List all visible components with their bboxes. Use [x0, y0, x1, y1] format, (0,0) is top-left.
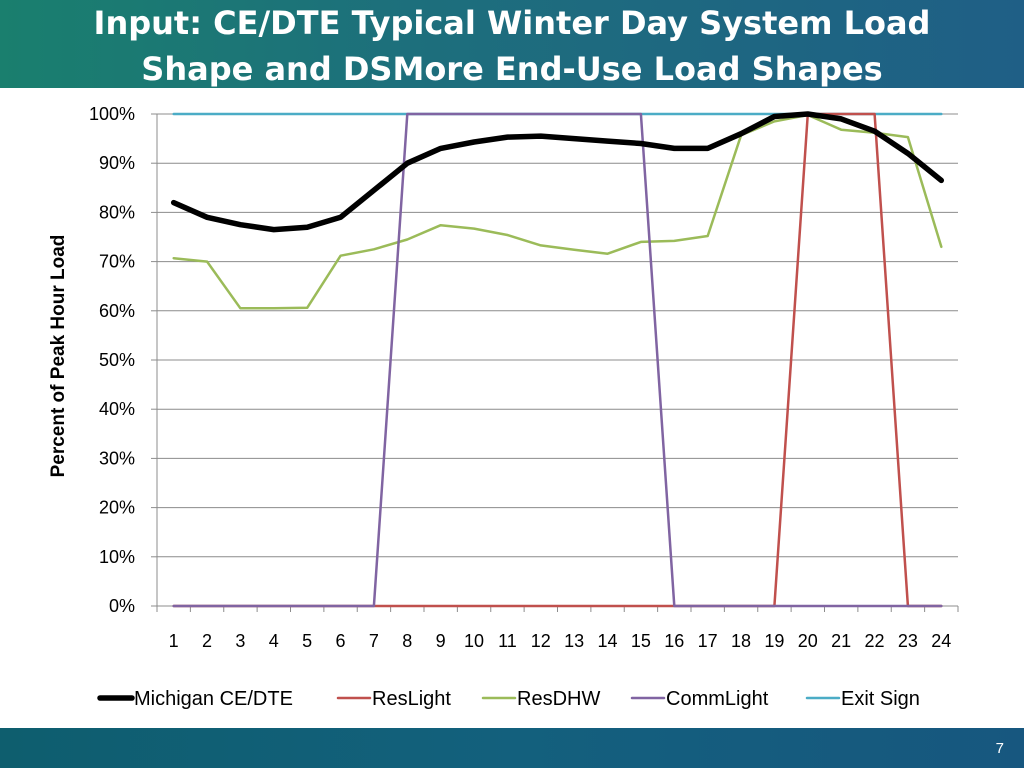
axes — [151, 113, 959, 612]
legend-label: CommLight — [666, 688, 769, 710]
y-tick-label: 0% — [109, 596, 135, 616]
x-tick-label: 19 — [764, 631, 784, 651]
x-tick-label: 10 — [464, 631, 484, 651]
x-tick-label: 23 — [898, 631, 918, 651]
x-tick-label: 16 — [664, 631, 684, 651]
x-tick-label: 13 — [564, 631, 584, 651]
series-line-resdhw — [172, 113, 943, 310]
y-tick-label: 90% — [99, 153, 135, 173]
legend-label: Exit Sign — [841, 688, 920, 710]
x-tick-label: 1 — [169, 631, 179, 651]
series-line-michigan-ce-dte — [170, 111, 945, 233]
x-tick-label: 15 — [631, 631, 651, 651]
y-axis-title: Percent of Peak Hour Load — [48, 235, 69, 478]
x-tick-label: 3 — [235, 631, 245, 651]
x-tick-label: 8 — [402, 631, 412, 651]
y-tick-label: 60% — [99, 301, 135, 321]
y-tick-label: 70% — [99, 252, 135, 272]
legend-label: ResDHW — [517, 688, 600, 710]
y-tick-labels: 0% 10% 20% 30% 40% 50% 60% 70% 80% 90% 100% — [89, 104, 135, 616]
x-tick-label: 11 — [498, 631, 517, 651]
x-tick-label: 9 — [436, 631, 446, 651]
x-tick-label: 17 — [698, 631, 718, 651]
x-tick-labels: 1 2 3 4 5 6 7 8 9 10 11 12 13 14 15 16 17 18 19 20 21 22 23 24 — [169, 631, 952, 651]
y-tick-label: 40% — [99, 399, 135, 419]
x-tick-label: 5 — [302, 631, 312, 651]
x-tick-label: 12 — [531, 631, 551, 651]
series-lines — [170, 111, 945, 608]
y-tick-label: 80% — [99, 202, 135, 222]
x-tick-label: 20 — [798, 631, 818, 651]
x-tick-label: 24 — [931, 631, 951, 651]
footer-bar: 7 — [0, 728, 1024, 768]
x-tick-label: 6 — [336, 631, 346, 651]
x-tick-label: 4 — [269, 631, 279, 651]
page-number: 7 — [995, 740, 1004, 757]
y-tick-label: 100% — [89, 104, 135, 124]
x-tick-label: 18 — [731, 631, 751, 651]
legend-label: ResLight — [372, 688, 451, 710]
title-line-2: Shape and DSMore End-Use Load Shapes — [141, 50, 883, 88]
x-tick-label: 7 — [369, 631, 379, 651]
gridlines — [157, 113, 958, 558]
legend-label: Michigan CE/DTE — [134, 688, 293, 710]
x-tick-label: 14 — [598, 631, 618, 651]
x-tick-label: 21 — [831, 631, 851, 651]
title-line-1: Input: CE/DTE Typical Winter Day System … — [93, 4, 931, 42]
title-banner — [0, 0, 1024, 88]
y-tick-label: 20% — [99, 498, 135, 518]
x-tick-label: 22 — [865, 631, 885, 651]
y-tick-label: 10% — [99, 547, 135, 567]
x-tick-label: 2 — [202, 631, 212, 651]
y-tick-label: 30% — [99, 448, 135, 468]
y-tick-label: 50% — [99, 350, 135, 370]
legend: Michigan CE/DTE ResLight ResDHW CommLight Ex… — [97, 688, 920, 710]
slide-title: Input: CE/DTE Typical Winter Day System … — [0, 0, 1024, 92]
series-line-commlight — [172, 112, 943, 608]
